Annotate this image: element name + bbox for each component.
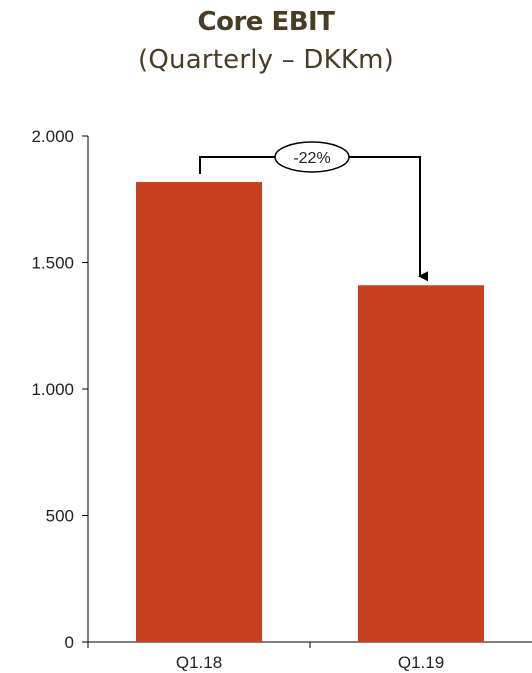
y-tick-label: 1.000 [31,380,74,399]
change-label: -22% [293,150,330,167]
x-category-label: Q1.19 [398,653,444,672]
bar-q1-19 [358,285,484,642]
change-label-bubble [274,141,350,173]
chart-title: Core EBIT [197,7,335,37]
chart-subtitle: (Quarterly – DKKm) [138,45,394,75]
labels: 0 500 1.000 1.500 2.000 Q1.18 Q1.19 [31,127,444,672]
bar-q1-18 [136,182,262,642]
bars [136,182,484,642]
y-tick-label: 0 [65,633,74,652]
chart-title-block: Core EBIT (Quarterly – DKKm) [0,4,532,80]
y-tick-label: 2.000 [31,127,74,146]
x-category-label: Q1.18 [176,653,222,672]
change-annotation: -22% [199,141,428,282]
y-tick-label: 500 [46,507,74,526]
y-tick-label: 1.500 [31,254,74,273]
